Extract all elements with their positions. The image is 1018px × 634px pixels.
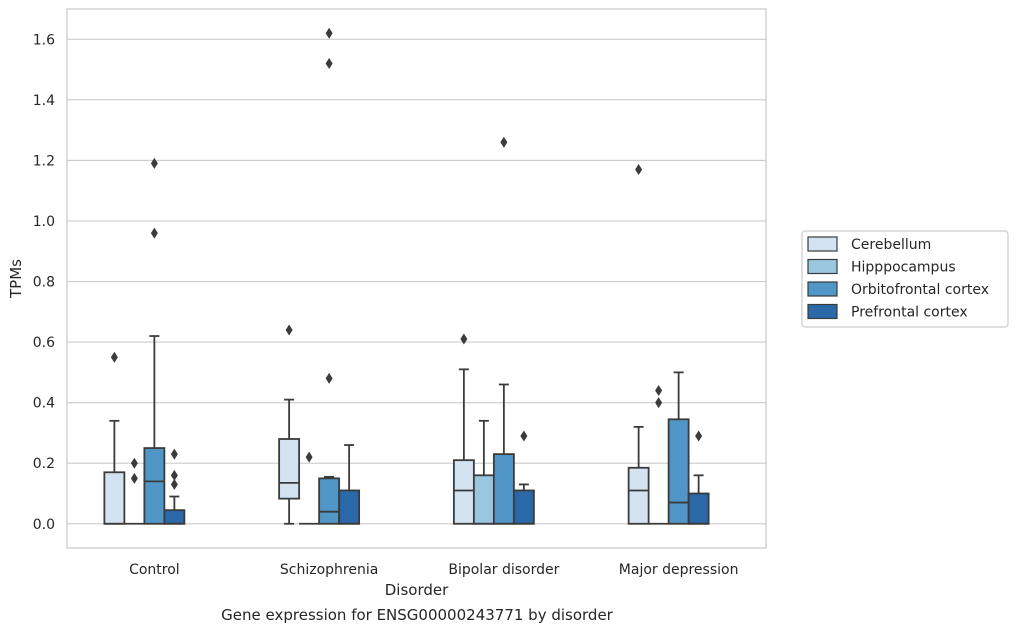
box-body: [278, 438, 301, 500]
box-hipppocampus: [299, 451, 320, 525]
x-tick-label: Control: [129, 562, 180, 578]
chart-caption: Gene expression for ENSG00000243771 by d…: [221, 606, 613, 624]
outlier-point: [285, 324, 293, 336]
legend-label: Cerebellum: [851, 237, 931, 253]
outlier-point: [520, 430, 528, 442]
box-body: [103, 471, 126, 525]
box-body: [318, 477, 341, 525]
box-body: [143, 447, 166, 525]
x-axis-label: Disorder: [385, 581, 449, 599]
outlier-point: [460, 333, 468, 345]
box-orbitofrontal-cortex: [492, 136, 515, 525]
x-tick-label: Schizophrenia: [280, 562, 378, 578]
legend-label: Prefrontal cortex: [851, 305, 968, 321]
box-body: [667, 418, 690, 525]
box-cerebellum: [278, 324, 301, 525]
legend: Cerebellum Hipppocampus Orbitofrontal cort…: [801, 230, 1009, 328]
y-tick-label: 0.6: [33, 335, 55, 351]
x-tick-label: Major depression: [619, 562, 739, 578]
box-hipppocampus: [124, 457, 145, 525]
box-cerebellum: [452, 333, 475, 525]
plot-area: [67, 9, 766, 548]
y-tick-label: 1.0: [33, 214, 55, 230]
plot-frame: [66, 8, 767, 549]
legend-swatch: [807, 281, 838, 297]
x-tick-label: Bipolar disorder: [448, 562, 559, 578]
legend-label: Hipppocampus: [851, 260, 956, 276]
legend-frame: [801, 230, 1009, 328]
legend-label: Orbitofrontal cortex: [851, 282, 989, 298]
outlier-point: [150, 227, 158, 239]
box-body: [338, 489, 361, 525]
box-cerebellum: [103, 351, 126, 525]
legend-swatch: [807, 236, 838, 252]
y-tick-label: 1.4: [33, 93, 55, 109]
y-axis-label: TPMs: [7, 259, 25, 299]
y-tick-label: 0.8: [33, 275, 55, 291]
outlier-point: [325, 372, 333, 384]
outlier-point: [150, 157, 158, 169]
outlier-point: [655, 397, 663, 409]
box-body: [627, 466, 650, 525]
y-tick-label: 0.0: [33, 517, 55, 533]
y-tick-label: 0.2: [33, 456, 55, 472]
box-hipppocampus: [648, 385, 669, 525]
box-orbitofrontal-cortex: [667, 371, 690, 525]
box-cerebellum: [627, 163, 650, 525]
outlier-point: [635, 163, 643, 175]
y-tick-label: 1.6: [33, 32, 55, 48]
outlier-point: [170, 469, 178, 481]
legend-swatch: [807, 258, 838, 275]
box-body: [687, 492, 710, 525]
box-body: [512, 489, 535, 525]
box-prefrontal-cortex: [687, 430, 710, 525]
outlier-point: [130, 472, 138, 484]
y-tick-label: 0.4: [33, 396, 55, 412]
box-body: [452, 459, 475, 525]
box-prefrontal-cortex: [163, 448, 186, 525]
outlier-point: [170, 478, 178, 490]
outlier-point: [130, 457, 138, 469]
outlier-point: [305, 451, 313, 463]
outlier-point: [170, 448, 178, 460]
outlier-point: [500, 136, 508, 148]
outlier-point: [110, 351, 118, 363]
box-body: [492, 453, 515, 525]
legend-swatch: [807, 303, 838, 320]
y-tick-label: 1.2: [33, 153, 55, 169]
outlier-point: [695, 430, 703, 442]
outlier-point: [325, 58, 333, 70]
box-prefrontal-cortex: [512, 430, 535, 525]
outlier-point: [325, 27, 333, 39]
box-body: [163, 509, 186, 525]
box-body: [472, 474, 495, 525]
box-prefrontal-cortex: [338, 444, 361, 525]
outlier-point: [655, 385, 663, 397]
box-orbitofrontal-cortex: [143, 157, 166, 525]
